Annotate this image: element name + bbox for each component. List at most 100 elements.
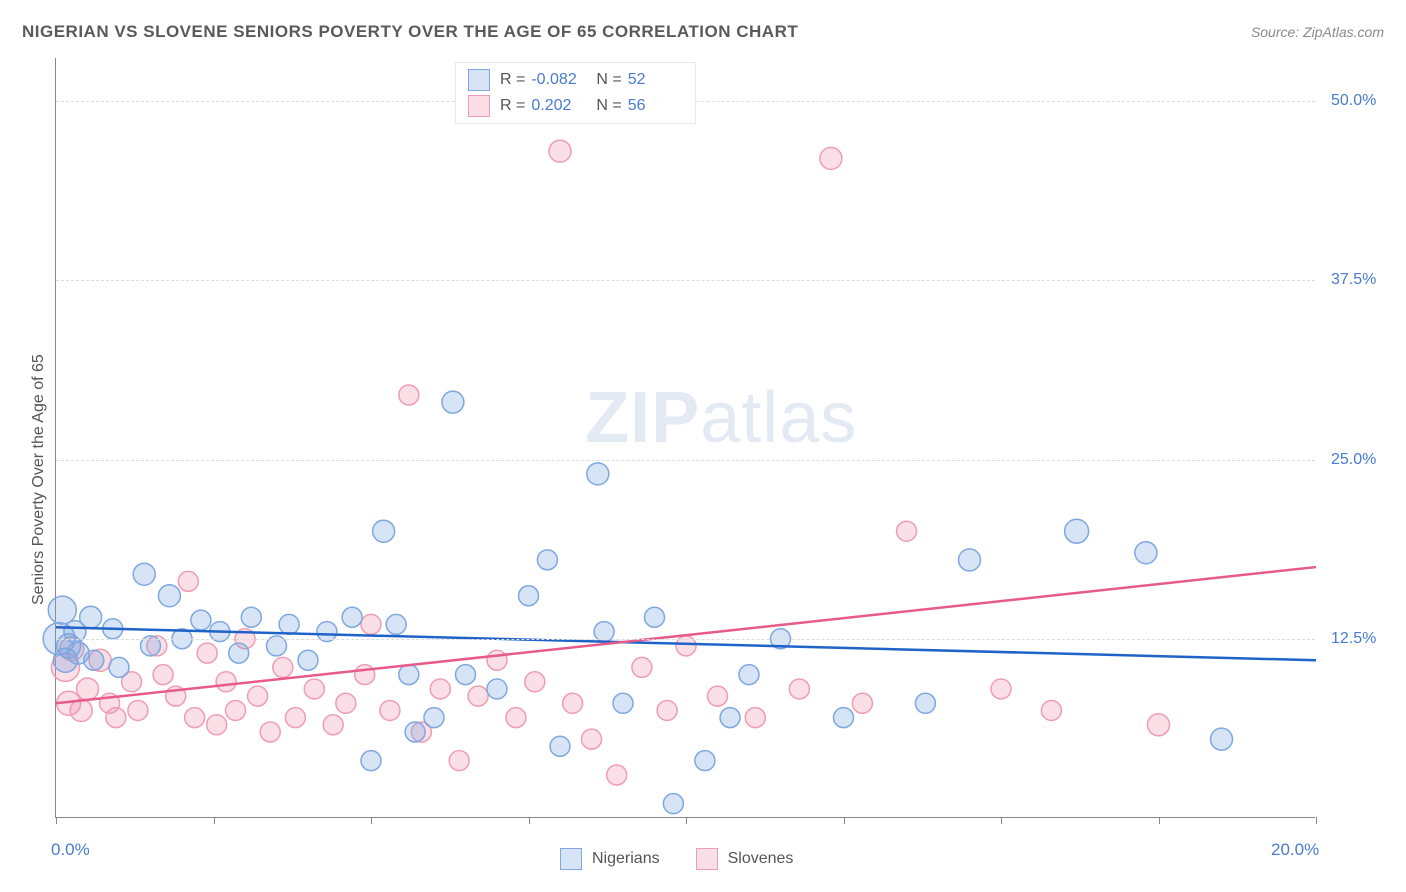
scatter-point: [380, 700, 400, 720]
scatter-point: [708, 686, 728, 706]
scatter-point: [468, 686, 488, 706]
scatter-point: [229, 643, 249, 663]
x-axis-min-label: 0.0%: [51, 840, 90, 860]
scatter-point: [430, 679, 450, 699]
x-tick: [214, 817, 215, 824]
scatter-point: [80, 606, 102, 628]
legend-label: Slovenes: [728, 850, 794, 868]
scatter-point: [537, 550, 557, 570]
legend-swatch: [560, 848, 582, 870]
legend-row: R = 0.202 N = 56: [468, 95, 683, 117]
scatter-point: [373, 520, 395, 542]
x-axis-max-label: 20.0%: [1271, 840, 1319, 860]
legend-swatch: [468, 69, 490, 91]
scatter-point: [109, 657, 129, 677]
legend-series: Nigerians Slovenes: [560, 848, 793, 870]
scatter-point: [153, 665, 173, 685]
scatter-point: [582, 729, 602, 749]
scatter-point: [386, 614, 406, 634]
scatter-point: [197, 643, 217, 663]
grid-line: [56, 460, 1315, 461]
scatter-point: [613, 693, 633, 713]
x-tick: [56, 817, 57, 824]
scatter-point: [226, 700, 246, 720]
scatter-point: [549, 140, 571, 162]
scatter-point: [632, 657, 652, 677]
y-tick-label: 50.0%: [1331, 92, 1376, 110]
scatter-point: [487, 679, 507, 699]
scatter-point: [1211, 728, 1233, 750]
scatter-point: [645, 607, 665, 627]
y-tick-label: 12.5%: [1331, 630, 1376, 648]
legend-item: Nigerians: [560, 848, 660, 870]
scatter-point: [550, 736, 570, 756]
scatter-point: [260, 722, 280, 742]
scatter-point: [128, 700, 148, 720]
chart-container: NIGERIAN VS SLOVENE SENIORS POVERTY OVER…: [0, 0, 1406, 892]
scatter-point: [84, 650, 104, 670]
scatter-point: [336, 693, 356, 713]
legend-r: R = 0.202: [500, 97, 586, 115]
scatter-point: [607, 765, 627, 785]
source-label: Source: ZipAtlas.com: [1251, 24, 1384, 40]
scatter-point: [991, 679, 1011, 699]
scatter-point: [207, 715, 227, 735]
x-tick: [529, 817, 530, 824]
legend-n: N = 56: [596, 97, 682, 115]
scatter-point: [587, 463, 609, 485]
scatter-point: [442, 391, 464, 413]
scatter-point: [657, 700, 677, 720]
grid-line: [56, 280, 1315, 281]
scatter-point: [897, 521, 917, 541]
scatter-point: [241, 607, 261, 627]
scatter-point: [191, 610, 211, 630]
scatter-point: [133, 563, 155, 585]
scatter-point: [424, 708, 444, 728]
scatter-point: [487, 650, 507, 670]
grid-line: [56, 639, 1315, 640]
legend-correlation: R = -0.082 N = 52 R = 0.202 N = 56: [455, 62, 696, 124]
scatter-point: [185, 708, 205, 728]
scatter-point: [852, 693, 872, 713]
y-axis-label: Seniors Poverty Over the Age of 65: [30, 354, 48, 605]
scatter-point: [361, 614, 381, 634]
y-tick-label: 25.0%: [1331, 451, 1376, 469]
scatter-point: [158, 585, 180, 607]
scatter-point: [1041, 700, 1061, 720]
scatter-point: [449, 751, 469, 771]
scatter-point: [789, 679, 809, 699]
scatter-point: [820, 147, 842, 169]
scatter-point: [298, 650, 318, 670]
scatter-point: [323, 715, 343, 735]
scatter-point: [525, 672, 545, 692]
legend-r: R = -0.082: [500, 71, 586, 89]
x-tick: [844, 817, 845, 824]
x-tick: [1159, 817, 1160, 824]
scatter-point: [279, 614, 299, 634]
chart-title: NIGERIAN VS SLOVENE SENIORS POVERTY OVER…: [22, 22, 798, 42]
scatter-point: [355, 665, 375, 685]
scatter-point: [456, 665, 476, 685]
legend-swatch: [696, 848, 718, 870]
legend-label: Nigerians: [592, 850, 660, 868]
x-tick: [371, 817, 372, 824]
scatter-point: [915, 693, 935, 713]
x-tick: [1001, 817, 1002, 824]
scatter-point: [695, 751, 715, 771]
scatter-point: [834, 708, 854, 728]
chart-svg: [56, 58, 1316, 818]
scatter-point: [405, 722, 425, 742]
legend-swatch: [468, 95, 490, 117]
scatter-point: [178, 571, 198, 591]
scatter-point: [1135, 542, 1157, 564]
y-tick-label: 37.5%: [1331, 271, 1376, 289]
scatter-point: [48, 596, 76, 624]
scatter-point: [77, 678, 99, 700]
legend-item: Slovenes: [696, 848, 794, 870]
legend-n: N = 52: [596, 71, 682, 89]
scatter-point: [739, 665, 759, 685]
scatter-point: [304, 679, 324, 699]
scatter-point: [70, 699, 92, 721]
scatter-point: [506, 708, 526, 728]
scatter-point: [285, 708, 305, 728]
